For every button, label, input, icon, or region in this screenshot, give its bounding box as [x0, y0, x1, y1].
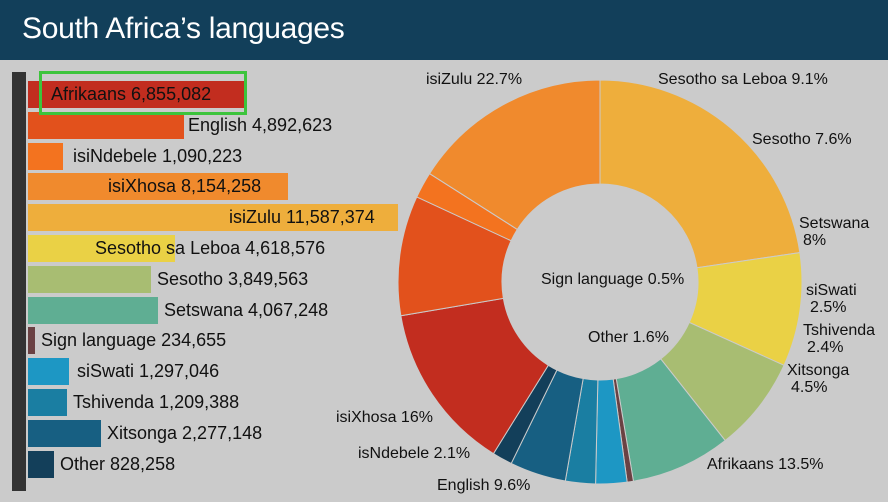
slice-label: isNdebele 2.1%: [358, 445, 470, 462]
bar-sign-language: [28, 327, 35, 354]
slice-label-value: 2.4%: [807, 339, 843, 356]
highlight-box: [39, 71, 247, 115]
slice-label: Other 1.6%: [588, 329, 669, 346]
bar-isizulu: [28, 204, 398, 231]
slice-label: Xitsonga: [787, 362, 849, 379]
bar-xitsonga: [28, 420, 101, 447]
slice-label: Tshivenda: [803, 322, 875, 339]
bar-label: Sign language 234,655: [41, 330, 227, 350]
bar-sesotho-sa-leboa: [28, 235, 175, 262]
slice-label: siSwati: [806, 282, 857, 299]
slice-label: Setswana: [799, 215, 869, 232]
bar-label: siSwati 1,297,046: [77, 361, 220, 381]
slice-label: Sign language 0.5%: [541, 271, 684, 288]
slice-label: English 9.6%: [437, 477, 530, 494]
donut-hole: [503, 185, 697, 379]
header: South Africa’s languages: [0, 0, 888, 60]
bar-label: Xitsonga 2,277,148: [107, 423, 263, 443]
bar-isindebele: [28, 143, 63, 170]
bar-tshivenda: [28, 389, 67, 416]
bar-label: isiXhosa 8,154,258: [108, 176, 262, 196]
bar-isixhosa: [28, 173, 288, 200]
bar-setswana: [28, 297, 158, 324]
bar-label: Tshivenda 1,209,388: [73, 392, 240, 412]
slice-label-value: 4.5%: [791, 379, 827, 396]
bar-label: Sesotho 3,849,563: [157, 269, 309, 289]
bar-label: Setswana 4,067,248: [164, 300, 329, 320]
slice-label-value: 2.5%: [810, 299, 846, 316]
slice-label: Afrikaans 13.5%: [707, 456, 824, 473]
bar-label: English 4,892,623: [188, 115, 333, 135]
page-title: South Africa’s languages: [22, 12, 345, 45]
bar-sesotho: [28, 266, 151, 293]
bar-english: [28, 112, 184, 139]
slice-label-value: 8%: [803, 232, 826, 249]
slice-label: Sesotho sa Leboa 9.1%: [658, 71, 828, 88]
bar-label: Other 828,258: [60, 454, 176, 474]
bar-label: Sesotho sa Leboa 4,618,576: [95, 238, 326, 258]
slice-isizulu: [599, 79, 801, 269]
bar-other: [28, 451, 54, 478]
bar-label: Afrikaans 6,855,082: [51, 84, 212, 104]
bar-axis: [12, 72, 26, 491]
bar-label: isiZulu 11,587,374: [229, 207, 375, 227]
bar-siswati: [28, 358, 69, 385]
bar-label: isiNdebele 1,090,223: [73, 146, 243, 166]
slice-isixhosa: [428, 79, 601, 231]
slice-label: Sesotho 7.6%: [752, 131, 852, 148]
slice-label: isiXhosa 16%: [336, 409, 433, 426]
bar-afrikaans: [28, 81, 247, 108]
slice-label: isiZulu 22.7%: [426, 71, 522, 88]
